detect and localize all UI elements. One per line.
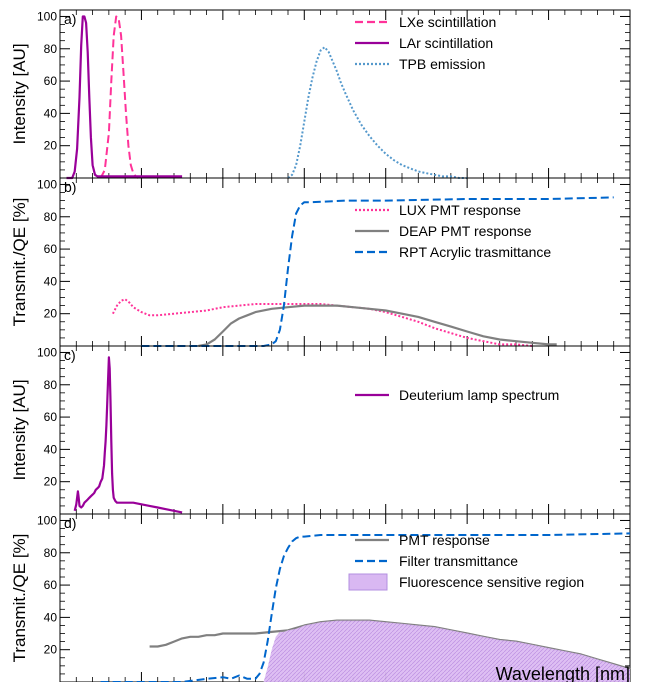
legend-label: TPB emission	[399, 56, 485, 72]
legend-label: LXe scintillation	[399, 14, 496, 30]
series-line-1	[100, 532, 631, 682]
y-axis-label: Transmit./QE [%]	[10, 534, 29, 663]
panel-label: b)	[64, 179, 76, 195]
y-tick-label: 80	[44, 546, 58, 560]
legend-label: Deuterium lamp spectrum	[399, 387, 559, 403]
plot-frame	[59, 177, 631, 347]
y-tick-label: 60	[44, 410, 58, 424]
x-axis-label: Wavelength [nm]	[496, 664, 630, 682]
y-tick-label: 100	[37, 345, 57, 359]
legend-label: Fluorescence sensitive region	[399, 574, 584, 590]
y-tick-label: 60	[44, 242, 58, 256]
panel-c: 20 40 60 80 100 c) Intensity [AU] Deuterium lam…	[10, 345, 631, 515]
y-tick-label: 60	[44, 578, 58, 592]
y-tick-label: 20	[44, 643, 58, 657]
y-axis-label: Intensity [AU]	[10, 379, 29, 480]
y-tick-label: 60	[44, 74, 58, 88]
y-tick-label: 100	[37, 9, 57, 23]
series-line-0	[112, 298, 533, 347]
series-line-1	[198, 304, 557, 348]
y-tick-label: 40	[44, 106, 58, 120]
y-axis-label: Intensity [AU]	[10, 43, 29, 144]
panels-group: 20 40 60 80 100 a) Intensity [AU] LXe scintilla…	[10, 9, 631, 682]
panel-b: 20 40 60 80 100 b) Transmit./QE [%] LUX PMT res…	[10, 177, 631, 348]
legend-label: DEAP PMT response	[399, 223, 532, 239]
legend-swatch	[348, 573, 388, 591]
legend-label: Filter transmittance	[399, 553, 518, 569]
y-tick-label: 40	[44, 274, 58, 288]
y-tick-label: 80	[44, 42, 58, 56]
series-line-1	[66, 15, 183, 180]
series-line-0	[99, 15, 139, 179]
x-axis: 100200300400500600700800Wavelength [nm]	[496, 664, 630, 682]
panel-label: c)	[64, 347, 76, 363]
y-axis-label: Transmit./QE [%]	[10, 198, 29, 327]
panel-a: 20 40 60 80 100 a) Intensity [AU] LXe scintilla…	[10, 9, 631, 180]
y-tick-label: 40	[44, 610, 58, 624]
legend-label: LUX PMT response	[399, 202, 521, 218]
panel-d: 20 40 60 80 100 d) Transmit./QE [%] PMT respons…	[10, 513, 631, 682]
y-tick-label: 20	[44, 307, 58, 321]
panel-label: d)	[64, 515, 76, 531]
y-tick-label: 100	[37, 513, 57, 527]
y-tick-label: 80	[44, 378, 58, 392]
plot-frame	[59, 513, 631, 682]
y-tick-label: 80	[44, 210, 58, 224]
panel-label: a)	[64, 11, 76, 27]
series-line-2	[141, 196, 614, 347]
y-tick-label: 100	[37, 177, 57, 191]
legend-label: PMT response	[399, 532, 490, 548]
series-line-0	[73, 356, 183, 514]
series-area-2	[263, 620, 630, 682]
legend-label: LAr scintillation	[399, 35, 493, 51]
plot-frame	[59, 345, 631, 515]
series-line-2	[287, 46, 468, 179]
y-tick-label: 20	[44, 475, 58, 489]
legend-label: RPT Acrylic trasmittance	[399, 244, 551, 260]
y-tick-label: 20	[44, 139, 58, 153]
y-tick-label: 40	[44, 442, 58, 456]
